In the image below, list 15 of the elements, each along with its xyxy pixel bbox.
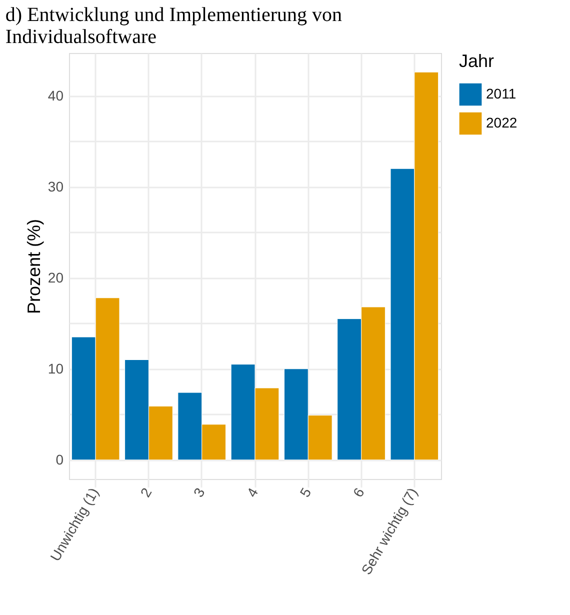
y-axis-title: Prozent (%) xyxy=(24,218,44,314)
y-tick-label: 20 xyxy=(48,269,64,286)
chart-title: d) Entwicklung und Implementierung von Individualsoftware xyxy=(5,4,342,48)
x-tick-label: 5 xyxy=(296,484,314,500)
x-tick-label: 6 xyxy=(350,484,368,500)
y-tick-label: 30 xyxy=(48,178,64,194)
y-tick-label: 0 xyxy=(56,451,64,468)
x-tick-label: 2 xyxy=(137,484,155,500)
y-tick-label: 10 xyxy=(48,360,64,376)
legend-title: Jahr xyxy=(459,51,494,71)
x-tick-label: 4 xyxy=(243,484,262,500)
legend-label: 2022 xyxy=(486,114,518,130)
y-tick-label: 40 xyxy=(48,87,64,104)
x-tick-label: 3 xyxy=(190,484,208,500)
legend-label: 2011 xyxy=(486,86,516,102)
